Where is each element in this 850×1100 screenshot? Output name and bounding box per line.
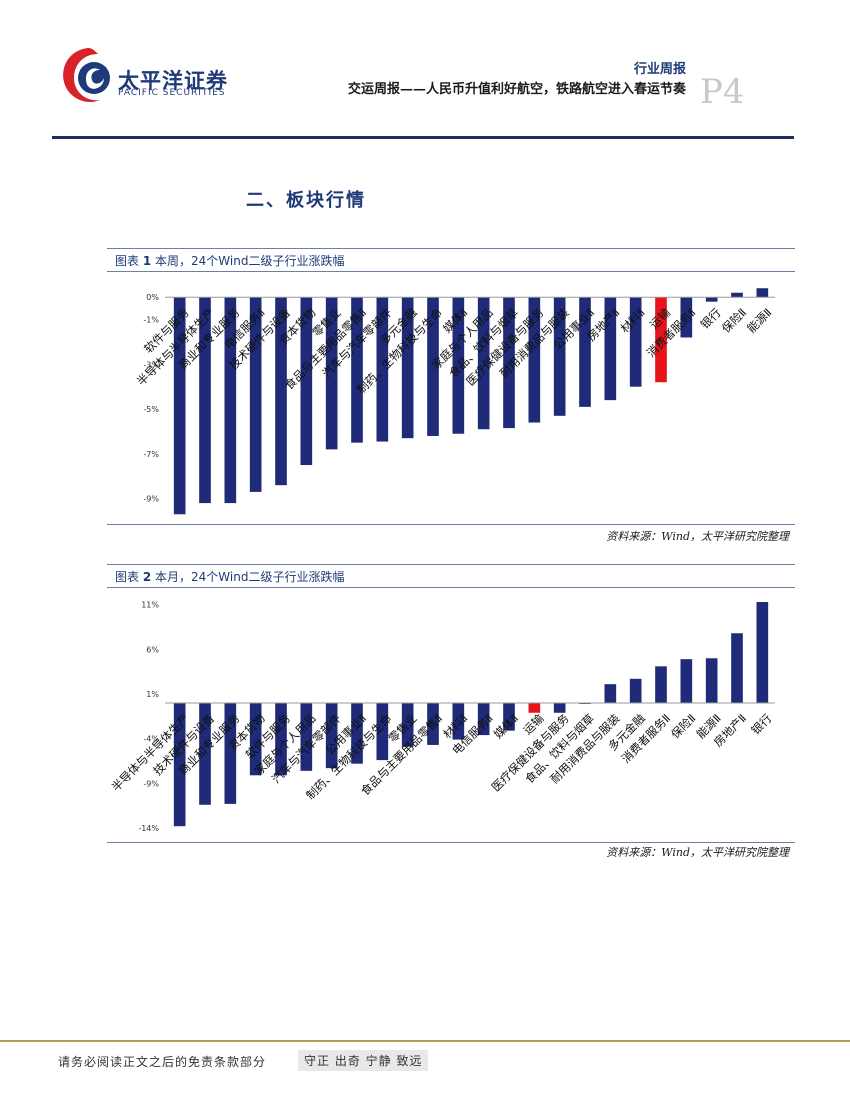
bar (553, 702, 566, 713)
bar (756, 602, 769, 703)
bar (224, 297, 237, 504)
bar (579, 297, 591, 407)
figure-2: 图表 2 本月，24个Wind二级子行业涨跌幅 11% 6% 1% -4% -9% -14… (107, 564, 795, 864)
category-label: 银行 (748, 711, 774, 737)
bar (300, 702, 313, 771)
bar (604, 684, 617, 703)
figure-1-chart: 0%-1%-3%-5%-7%-9%软件与服务半导体与半导体生产商业和专业服务电信… (134, 288, 775, 515)
bar (604, 297, 617, 401)
bar (325, 297, 338, 450)
bar (629, 678, 642, 703)
bar (427, 702, 439, 745)
y-tick-label: -5% (143, 405, 159, 414)
figure-1-source: 资料来源：Wind，太平洋研究院整理 (606, 530, 789, 543)
footer-motto: 守正 出奇 宁静 致远 (298, 1050, 429, 1071)
figure-2-source: 资料来源：Wind，太平洋研究院整理 (606, 846, 789, 859)
bar (629, 297, 642, 387)
figure-1-caption-prefix: 图表 (115, 254, 140, 268)
bar (275, 297, 287, 486)
bar (325, 702, 338, 769)
bar (401, 297, 414, 439)
bar-highlight (655, 297, 667, 383)
bar (528, 297, 541, 423)
bar (275, 702, 287, 776)
bar (503, 297, 515, 429)
figure-2-caption: 图表 2 本月，24个Wind二级子行业涨跌幅 (107, 564, 795, 588)
logo-mark-icon (63, 48, 110, 102)
section-title: 二、板块行情 (246, 190, 366, 211)
bar (452, 297, 465, 434)
y-tick-label: -3% (143, 360, 159, 369)
bar (705, 658, 718, 703)
report-category: 行业周报 (633, 62, 686, 77)
bar (300, 297, 313, 466)
bar (173, 297, 186, 515)
y-tick-label: -4% (143, 735, 159, 744)
footer-disclaimer: 请务必阅读正文之后的免责条款部分 (58, 1055, 267, 1069)
bar (680, 659, 693, 703)
figure-2-bottom-rule (107, 842, 795, 843)
header-divider (52, 136, 794, 139)
category-label: 保险Ⅱ (668, 711, 698, 741)
y-tick-label: -9% (143, 495, 159, 504)
y-tick-label: -1% (143, 316, 159, 325)
bar (249, 297, 262, 492)
y-tick-label: 0% (146, 293, 159, 302)
bar (376, 702, 389, 761)
page-number: P4 (700, 72, 745, 112)
bar (401, 702, 414, 747)
bar (376, 297, 389, 442)
figure-1-bottom-rule (107, 524, 795, 525)
bar (579, 702, 591, 704)
bar (655, 666, 667, 703)
figure-2-caption-prefix: 图表 (115, 570, 140, 584)
company-logo (58, 42, 288, 112)
bar (477, 702, 490, 736)
category-label: 能源Ⅱ (744, 305, 774, 335)
report-title: 交运周报——人民币升值利好航空，铁路航空进入春运节奏 (347, 82, 686, 97)
bar (756, 288, 769, 298)
bar-highlight (528, 702, 541, 713)
bar (224, 702, 237, 804)
bar (477, 297, 490, 430)
figure-2-caption-num: 2 (142, 570, 152, 584)
bar (199, 297, 211, 504)
y-tick-label: -14% (138, 824, 159, 833)
footer-divider (0, 1040, 850, 1042)
bar (452, 702, 465, 740)
bar (199, 702, 211, 805)
figure-1-caption-num: 1 (142, 254, 152, 268)
bar (427, 297, 439, 436)
logo-text-cn: 太平洋证券 (118, 69, 228, 93)
bar (553, 297, 566, 416)
bar (249, 702, 262, 776)
category-label: 保险Ⅱ (719, 305, 749, 335)
bar (680, 297, 693, 338)
y-tick-label: -9% (143, 779, 159, 788)
figure-2-caption-text: 本月，24个Wind二级子行业涨跌幅 (155, 570, 345, 584)
y-tick-label: -7% (143, 450, 159, 459)
category-label: 媒体Ⅱ (491, 711, 521, 741)
bar (173, 702, 186, 827)
bar (351, 702, 363, 764)
bar (731, 633, 743, 703)
logo-text-en: PACIFIC SECURITIES (118, 88, 226, 98)
y-tick-label: 1% (146, 690, 159, 699)
bar (705, 297, 718, 302)
figure-1-caption: 图表 1 本周，24个Wind二级子行业涨跌幅 (107, 248, 795, 272)
figure-1: 图表 1 本周，24个Wind二级子行业涨跌幅 0% -1% -3% -5% -7% -9… (107, 248, 795, 548)
bar (503, 702, 515, 731)
bar (351, 297, 363, 443)
y-tick-label: 6% (146, 645, 159, 654)
figure-1-caption-text: 本周，24个Wind二级子行业涨跌幅 (155, 254, 345, 268)
bar (731, 292, 743, 298)
y-tick-label: 11% (141, 601, 159, 610)
figure-2-chart: 11%6%1%-4%-9%-14%半导体与半导体生产技术硬件与设备商业和专业服务… (109, 601, 775, 833)
